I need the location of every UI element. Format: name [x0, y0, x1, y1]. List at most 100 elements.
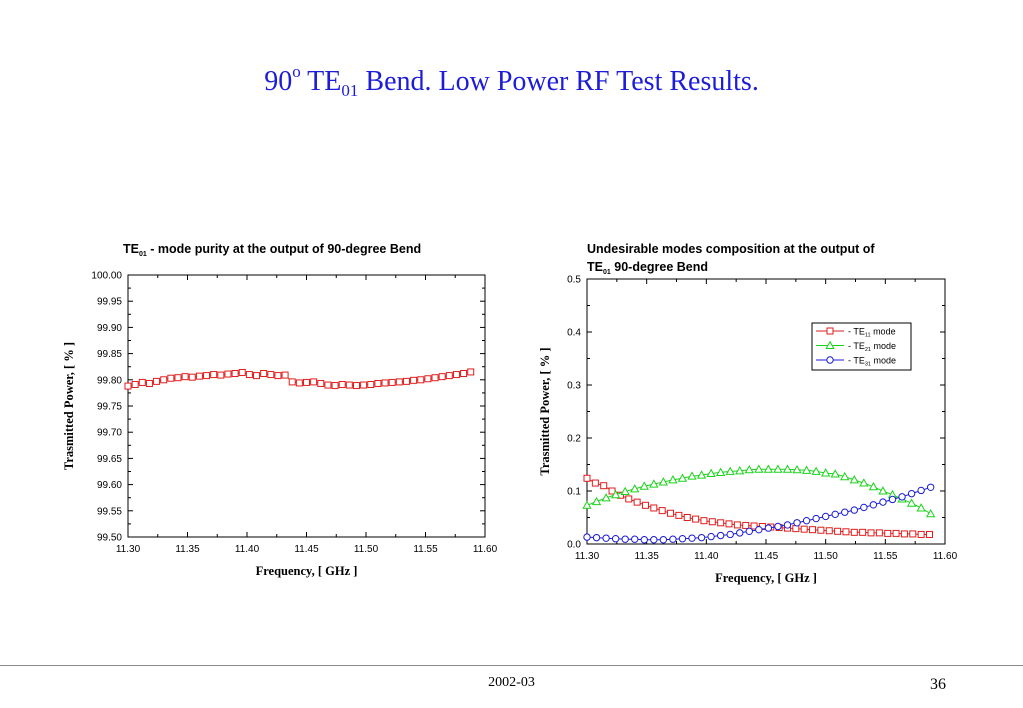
legend-label: - TE31 mode [848, 356, 896, 368]
data-point [267, 371, 275, 379]
data-point [879, 498, 887, 506]
data-point [725, 466, 735, 475]
data-point [667, 509, 675, 517]
data-point [625, 495, 633, 503]
data-point [926, 483, 935, 491]
x-tick-label: 11.40 [694, 551, 719, 562]
data-point [859, 528, 867, 536]
y-tick-label: 99.70 [97, 428, 122, 439]
data-point [763, 464, 774, 473]
data-point [317, 379, 325, 387]
data-point [867, 529, 875, 537]
data-point [821, 512, 830, 521]
data-point [783, 521, 792, 529]
data-point [360, 381, 368, 389]
series-te31 [583, 483, 935, 544]
data-point [602, 534, 610, 542]
data-point [917, 486, 925, 495]
x-tick-label: 11.45 [294, 544, 319, 555]
data-point [850, 528, 858, 536]
data-point [860, 503, 868, 512]
data-point [925, 530, 933, 538]
series-te21 [582, 464, 936, 518]
data-point [688, 534, 696, 542]
data-point [310, 378, 318, 386]
data-point [658, 507, 666, 515]
data-point [888, 495, 897, 504]
footer-date: 2002-03 [488, 675, 535, 690]
data-point [782, 464, 793, 473]
data-point [841, 508, 849, 516]
legend-item-te21: - TE21 mode [816, 340, 896, 353]
data-point [812, 514, 820, 523]
data-point [649, 479, 659, 488]
data-point [591, 479, 599, 487]
data-point [582, 500, 592, 509]
data-point [138, 378, 146, 386]
data-point [692, 515, 700, 523]
data-point [611, 535, 620, 543]
chart2-title-line1: Undesirable modes composition at the out… [587, 242, 875, 256]
data-point [633, 498, 641, 506]
data-point [124, 382, 132, 390]
y-axis-label: Trasmitted Power, [ % ] [538, 347, 552, 475]
legend-item-te31: - TE31 mode [816, 356, 896, 368]
data-point [650, 536, 658, 544]
data-point [733, 521, 741, 529]
data-point [774, 522, 782, 531]
data-point [460, 370, 468, 378]
data-point [641, 501, 649, 509]
y-tick-label: 99.90 [97, 323, 122, 334]
y-axis-label: Trasmitted Power, [ % ] [62, 342, 76, 470]
data-point [583, 533, 591, 541]
data-point [707, 532, 715, 541]
data-point [153, 377, 161, 385]
plot-frame [586, 278, 946, 545]
data-point [245, 371, 253, 379]
data-point [374, 379, 382, 387]
data-point [367, 381, 375, 389]
legend-marker [825, 340, 835, 349]
data-point [388, 378, 396, 386]
x-tick-label: 11.30 [116, 544, 141, 555]
data-point [659, 536, 668, 544]
data-point [850, 506, 859, 514]
data-point [650, 504, 658, 512]
data-point [706, 468, 716, 478]
y-tick-label: 0.0 [567, 540, 581, 551]
data-point [600, 482, 608, 490]
x-tick-label: 11.50 [814, 551, 839, 562]
x-tick-label: 11.60 [933, 551, 958, 562]
data-point [875, 529, 883, 537]
data-point [754, 464, 764, 473]
legend-label: - TE11 mode [848, 327, 896, 339]
data-point [800, 525, 808, 533]
data-point [592, 533, 601, 542]
y-tick-label: 99.55 [97, 506, 122, 517]
legend-marker [826, 356, 834, 364]
data-point [620, 486, 630, 496]
data-point [909, 530, 917, 538]
data-point [331, 382, 339, 390]
series-1 [124, 368, 475, 390]
legend: - TE11 mode - TE21 mode - TE31 mode [811, 322, 912, 371]
data-point [210, 371, 218, 379]
data-point [188, 373, 196, 381]
data-point [445, 372, 453, 380]
data-point [288, 378, 296, 386]
y-tick-label: 0.1 [567, 487, 581, 498]
data-point [417, 376, 425, 384]
data-point [755, 525, 763, 534]
data-point [717, 519, 725, 527]
data-point [345, 381, 353, 389]
data-point [900, 530, 908, 538]
data-point [906, 498, 917, 507]
y-tick-label: 99.65 [97, 454, 122, 465]
data-point [621, 535, 629, 543]
plot-frame [127, 274, 486, 538]
data-point [869, 501, 878, 509]
data-point [424, 375, 432, 383]
data-point [708, 518, 716, 526]
data-point [217, 371, 225, 379]
y-tick-label: 0.4 [567, 328, 581, 339]
